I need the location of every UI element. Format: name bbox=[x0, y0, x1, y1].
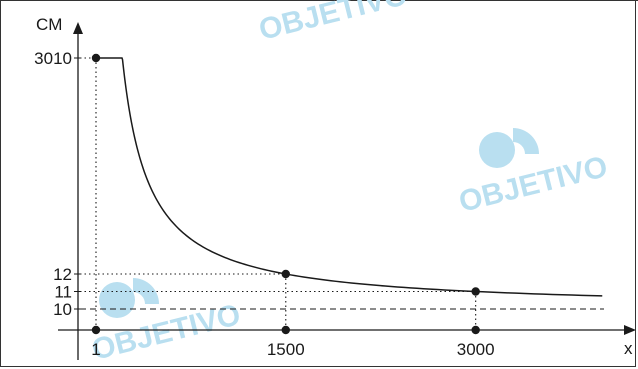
x-tick-label: 3000 bbox=[457, 340, 495, 359]
x-tick-label: 1 bbox=[91, 340, 100, 359]
x-axis-point bbox=[471, 325, 480, 335]
x-tick-labels: 1 1500 3000 bbox=[91, 340, 494, 359]
x-axis-point bbox=[281, 325, 290, 335]
data-point bbox=[91, 53, 101, 63]
watermark-text: OBJETIVO bbox=[256, 0, 411, 47]
x-tick-label: 1500 bbox=[267, 340, 305, 359]
data-points bbox=[91, 53, 480, 335]
x-axis-label: x bbox=[624, 339, 633, 358]
watermark-text: OBJETIVO bbox=[456, 150, 611, 219]
y-axis-label: CM bbox=[36, 15, 62, 34]
data-point bbox=[471, 287, 480, 296]
y-tick-label: 10 bbox=[53, 300, 72, 319]
x-axis-arrow bbox=[624, 325, 636, 335]
guide-lines bbox=[80, 57, 477, 330]
y-tick-label: 3010 bbox=[34, 49, 72, 68]
watermark-logo bbox=[99, 278, 159, 318]
y-axis-arrow bbox=[73, 22, 83, 34]
watermark-logo bbox=[479, 128, 539, 168]
y-tick-label: 12 bbox=[53, 265, 72, 284]
y-tick-label: 11 bbox=[54, 283, 72, 302]
data-point bbox=[281, 269, 290, 279]
x-axis-point bbox=[91, 325, 101, 335]
frame-top-border bbox=[0, 0, 638, 1]
watermark-layer: OBJETIVO OBJETIVO OBJETIVO bbox=[89, 0, 611, 367]
